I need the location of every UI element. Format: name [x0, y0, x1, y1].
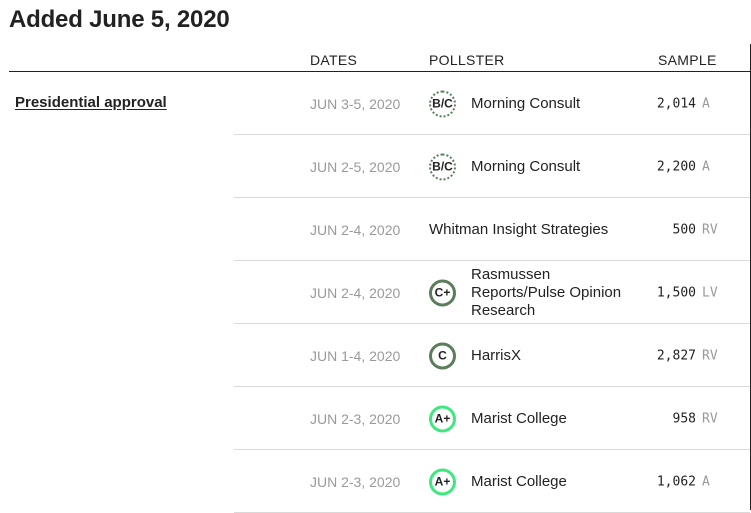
pollster-grade-badge: C: [429, 342, 456, 369]
poll-dates: JUN 2-5, 2020: [310, 158, 401, 175]
pollster-grade-badge: B/C: [429, 90, 456, 117]
sample-population: A: [702, 96, 710, 111]
poll-dates: JUN 2-3, 2020: [310, 410, 401, 427]
sample-size: 1,062: [656, 474, 696, 489]
pollster-name: Morning Consult: [471, 157, 581, 175]
sample-population: LV: [702, 285, 718, 300]
sample-size: 2,827: [656, 348, 696, 363]
pollster-name: Marist College: [471, 409, 567, 427]
poll-dates: JUN 2-4, 2020: [310, 221, 401, 238]
pollster-name: Morning Consult: [471, 94, 581, 112]
sample-population: RV: [702, 348, 718, 363]
pollster-grade-badge: A+: [429, 405, 456, 432]
pollster-grade-badge: A+: [429, 468, 456, 495]
sample-size: 2,014: [656, 96, 696, 111]
table-row[interactable]: JUN 2-3, 2020 A+ Marist College 1,062 A: [234, 450, 750, 513]
table-row[interactable]: JUN 3-5, 2020 B/C Morning Consult 2,014 A: [234, 72, 750, 135]
pollster-name: Rasmussen Reports/Pulse Opinion Research: [471, 265, 622, 319]
sample-size: 2,200: [656, 159, 696, 174]
table-row[interactable]: JUN 2-4, 2020 C+ Rasmussen Reports/Pulse O…: [234, 261, 750, 324]
row-divider: [234, 386, 750, 387]
poll-dates: JUN 2-3, 2020: [310, 473, 401, 490]
column-header-dates: DATES: [310, 52, 358, 68]
poll-dates: JUN 1-4, 2020: [310, 347, 401, 364]
sample-size: 958: [672, 411, 696, 426]
table-row[interactable]: JUN 1-4, 2020 C HarrisX 2,827 RV: [234, 324, 750, 387]
pollster-grade-badge: B/C: [429, 153, 456, 180]
pollster-name: Marist College: [471, 472, 567, 490]
column-header-pollster: POLLSTER: [429, 52, 505, 68]
table-row[interactable]: JUN 2-4, 2020 Whitman Insight Strategies 5…: [234, 198, 750, 261]
sample-population: RV: [702, 411, 718, 426]
header-divider: [9, 71, 751, 72]
sample-population: A: [702, 474, 710, 489]
row-divider: [234, 260, 750, 261]
row-divider: [234, 197, 750, 198]
sample-size: 500: [672, 222, 696, 237]
poll-dates: JUN 2-4, 2020: [310, 284, 401, 301]
column-header-sample: SAMPLE: [658, 52, 717, 68]
pollster-name: HarrisX: [471, 346, 522, 364]
pollster-grade-badge: C+: [429, 279, 456, 306]
sample-population: A: [702, 159, 710, 174]
pollster-name: Whitman Insight Strategies: [429, 220, 609, 238]
row-divider: [234, 323, 750, 324]
sample-size: 1,500: [656, 285, 696, 300]
section-link-presidential-approval[interactable]: Presidential approval: [15, 94, 167, 111]
poll-dates: JUN 3-5, 2020: [310, 95, 401, 112]
row-divider: [234, 449, 750, 450]
table-row[interactable]: JUN 2-3, 2020 A+ Marist College 958 RV: [234, 387, 750, 450]
page-title: Added June 5, 2020: [9, 6, 230, 33]
table-row[interactable]: JUN 2-5, 2020 B/C Morning Consult 2,200 A: [234, 135, 750, 198]
sample-population: RV: [702, 222, 718, 237]
row-divider: [234, 134, 750, 135]
